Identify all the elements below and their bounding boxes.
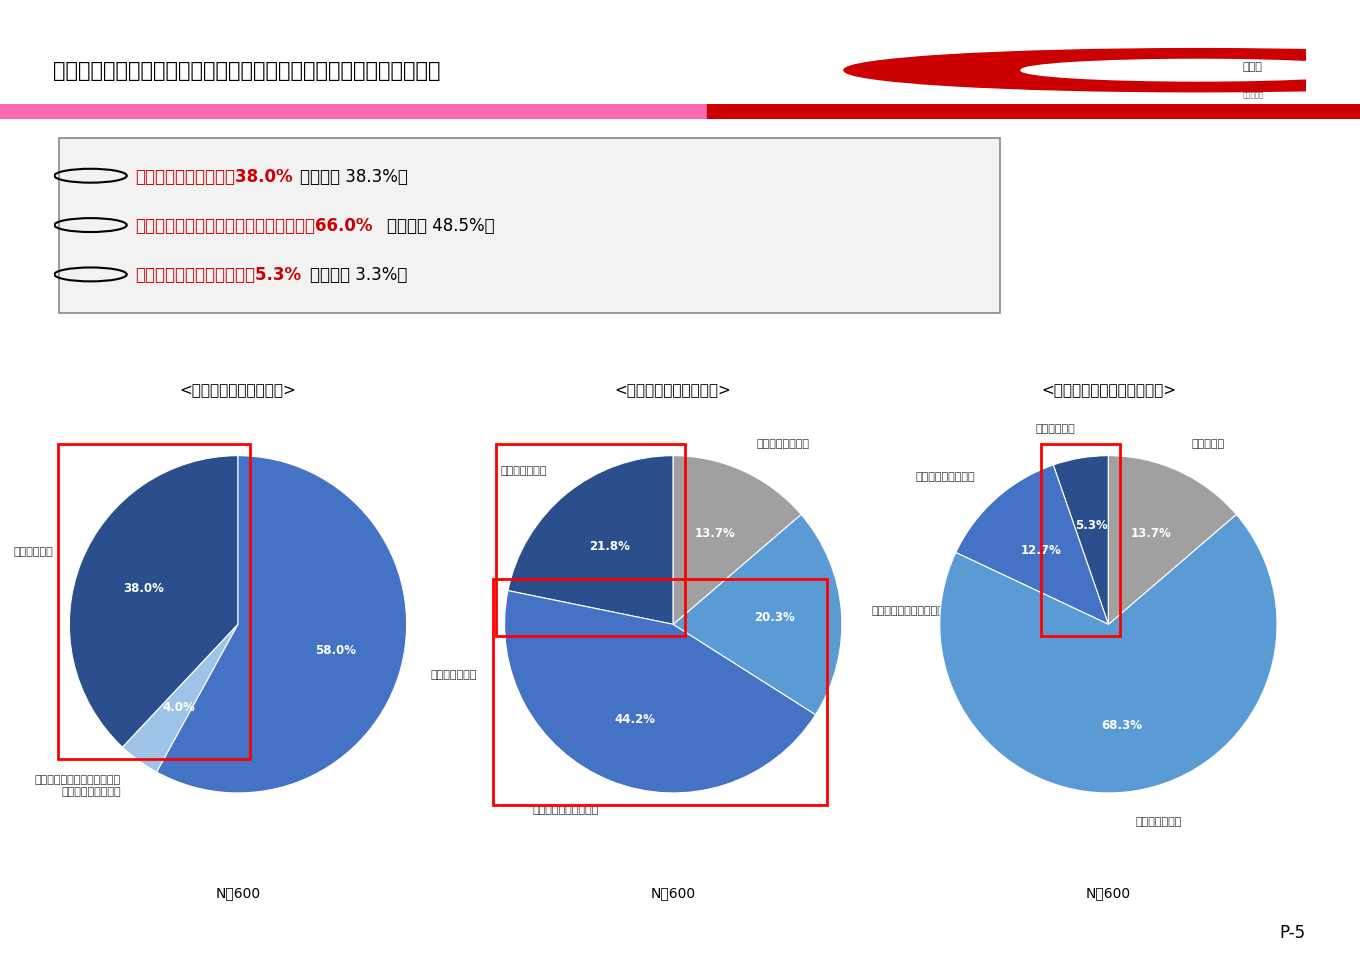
- Wedge shape: [673, 456, 801, 625]
- Text: 21.8%: 21.8%: [589, 540, 630, 553]
- Wedge shape: [1053, 456, 1108, 625]
- Wedge shape: [956, 465, 1108, 625]
- Text: 5.3%: 5.3%: [1076, 519, 1108, 531]
- Text: わからない: わからない: [1191, 439, 1224, 449]
- Text: 聞いたことはあるが、内容はよくわからない: 聞いたことはあるが、内容はよくわからない: [872, 605, 1004, 615]
- Circle shape: [845, 50, 1360, 92]
- Text: 44.2%: 44.2%: [615, 712, 656, 725]
- Text: P-5: P-5: [1280, 924, 1306, 941]
- Text: （昨年度 3.3%）: （昨年度 3.3%）: [310, 266, 408, 284]
- Text: なんとなく知っている: なんとなく知っている: [533, 804, 598, 814]
- Bar: [492, 579, 827, 805]
- Title: <テレワークの導入状況>: <テレワークの導入状況>: [180, 382, 296, 398]
- Title: <ワーケーションの認知>: <ワーケーションの認知>: [615, 382, 732, 398]
- Text: １．企業向け調査（テレワークとワーケーションの導入率・認知率）: １．企業向け調査（テレワークとワーケーションの導入率・認知率）: [53, 62, 441, 81]
- Bar: [496, 444, 685, 636]
- Text: N＝600: N＝600: [650, 886, 696, 899]
- Bar: [1042, 444, 1121, 636]
- Text: 20.3%: 20.3%: [753, 611, 794, 624]
- Text: N＝600: N＝600: [215, 886, 261, 899]
- FancyBboxPatch shape: [707, 105, 1360, 120]
- Text: 導入を検討している: 導入を検討している: [915, 472, 975, 481]
- Text: 現時点で導入していないが、
導入を検討している: 現時点で導入していないが、 導入を検討している: [35, 775, 121, 797]
- Text: 企業におけるワーケーション認知率は、66.0%: 企業におけるワーケーション認知率は、66.0%: [135, 217, 373, 234]
- Text: N＝600: N＝600: [1085, 886, 1132, 899]
- Wedge shape: [69, 456, 238, 748]
- Text: テレワーク導入率は、38.0%: テレワーク導入率は、38.0%: [135, 167, 292, 185]
- FancyBboxPatch shape: [60, 139, 1000, 313]
- Text: 38.0%: 38.0%: [124, 581, 165, 594]
- Text: 導入していない: 導入していない: [431, 669, 477, 679]
- Text: 導入している: 導入している: [14, 547, 53, 556]
- Text: （昨年度 48.5%）: （昨年度 48.5%）: [388, 217, 495, 234]
- Circle shape: [1021, 61, 1360, 82]
- Text: 4.0%: 4.0%: [162, 700, 194, 713]
- Text: 聞いたことはない: 聞いたことはない: [756, 439, 809, 449]
- Text: 12.7%: 12.7%: [1020, 543, 1061, 556]
- Text: 13.7%: 13.7%: [695, 527, 736, 539]
- Wedge shape: [1108, 456, 1236, 625]
- Text: 観光庁: 観光庁: [1243, 62, 1262, 72]
- Wedge shape: [673, 515, 842, 715]
- Wedge shape: [156, 456, 407, 793]
- Wedge shape: [940, 515, 1277, 793]
- Text: 国土交通省: 国土交通省: [1243, 91, 1263, 97]
- Wedge shape: [122, 625, 238, 773]
- FancyBboxPatch shape: [0, 105, 707, 120]
- Wedge shape: [507, 456, 673, 625]
- Text: （昨年度 38.3%）: （昨年度 38.3%）: [299, 167, 408, 185]
- Text: 13.7%: 13.7%: [1130, 527, 1171, 539]
- Title: <ワーケーションの導入状況>: <ワーケーションの導入状況>: [1040, 382, 1176, 398]
- Wedge shape: [505, 591, 816, 793]
- Bar: [57, 444, 250, 759]
- Text: 導入している: 導入している: [1036, 424, 1076, 433]
- Text: ワーケーション導入率は、5.3%: ワーケーション導入率は、5.3%: [135, 266, 302, 284]
- Text: よく知っている: よく知っている: [500, 466, 547, 476]
- Text: 導入していない: 導入していない: [1136, 817, 1182, 826]
- Text: 68.3%: 68.3%: [1102, 718, 1142, 731]
- Text: 58.0%: 58.0%: [316, 643, 356, 656]
